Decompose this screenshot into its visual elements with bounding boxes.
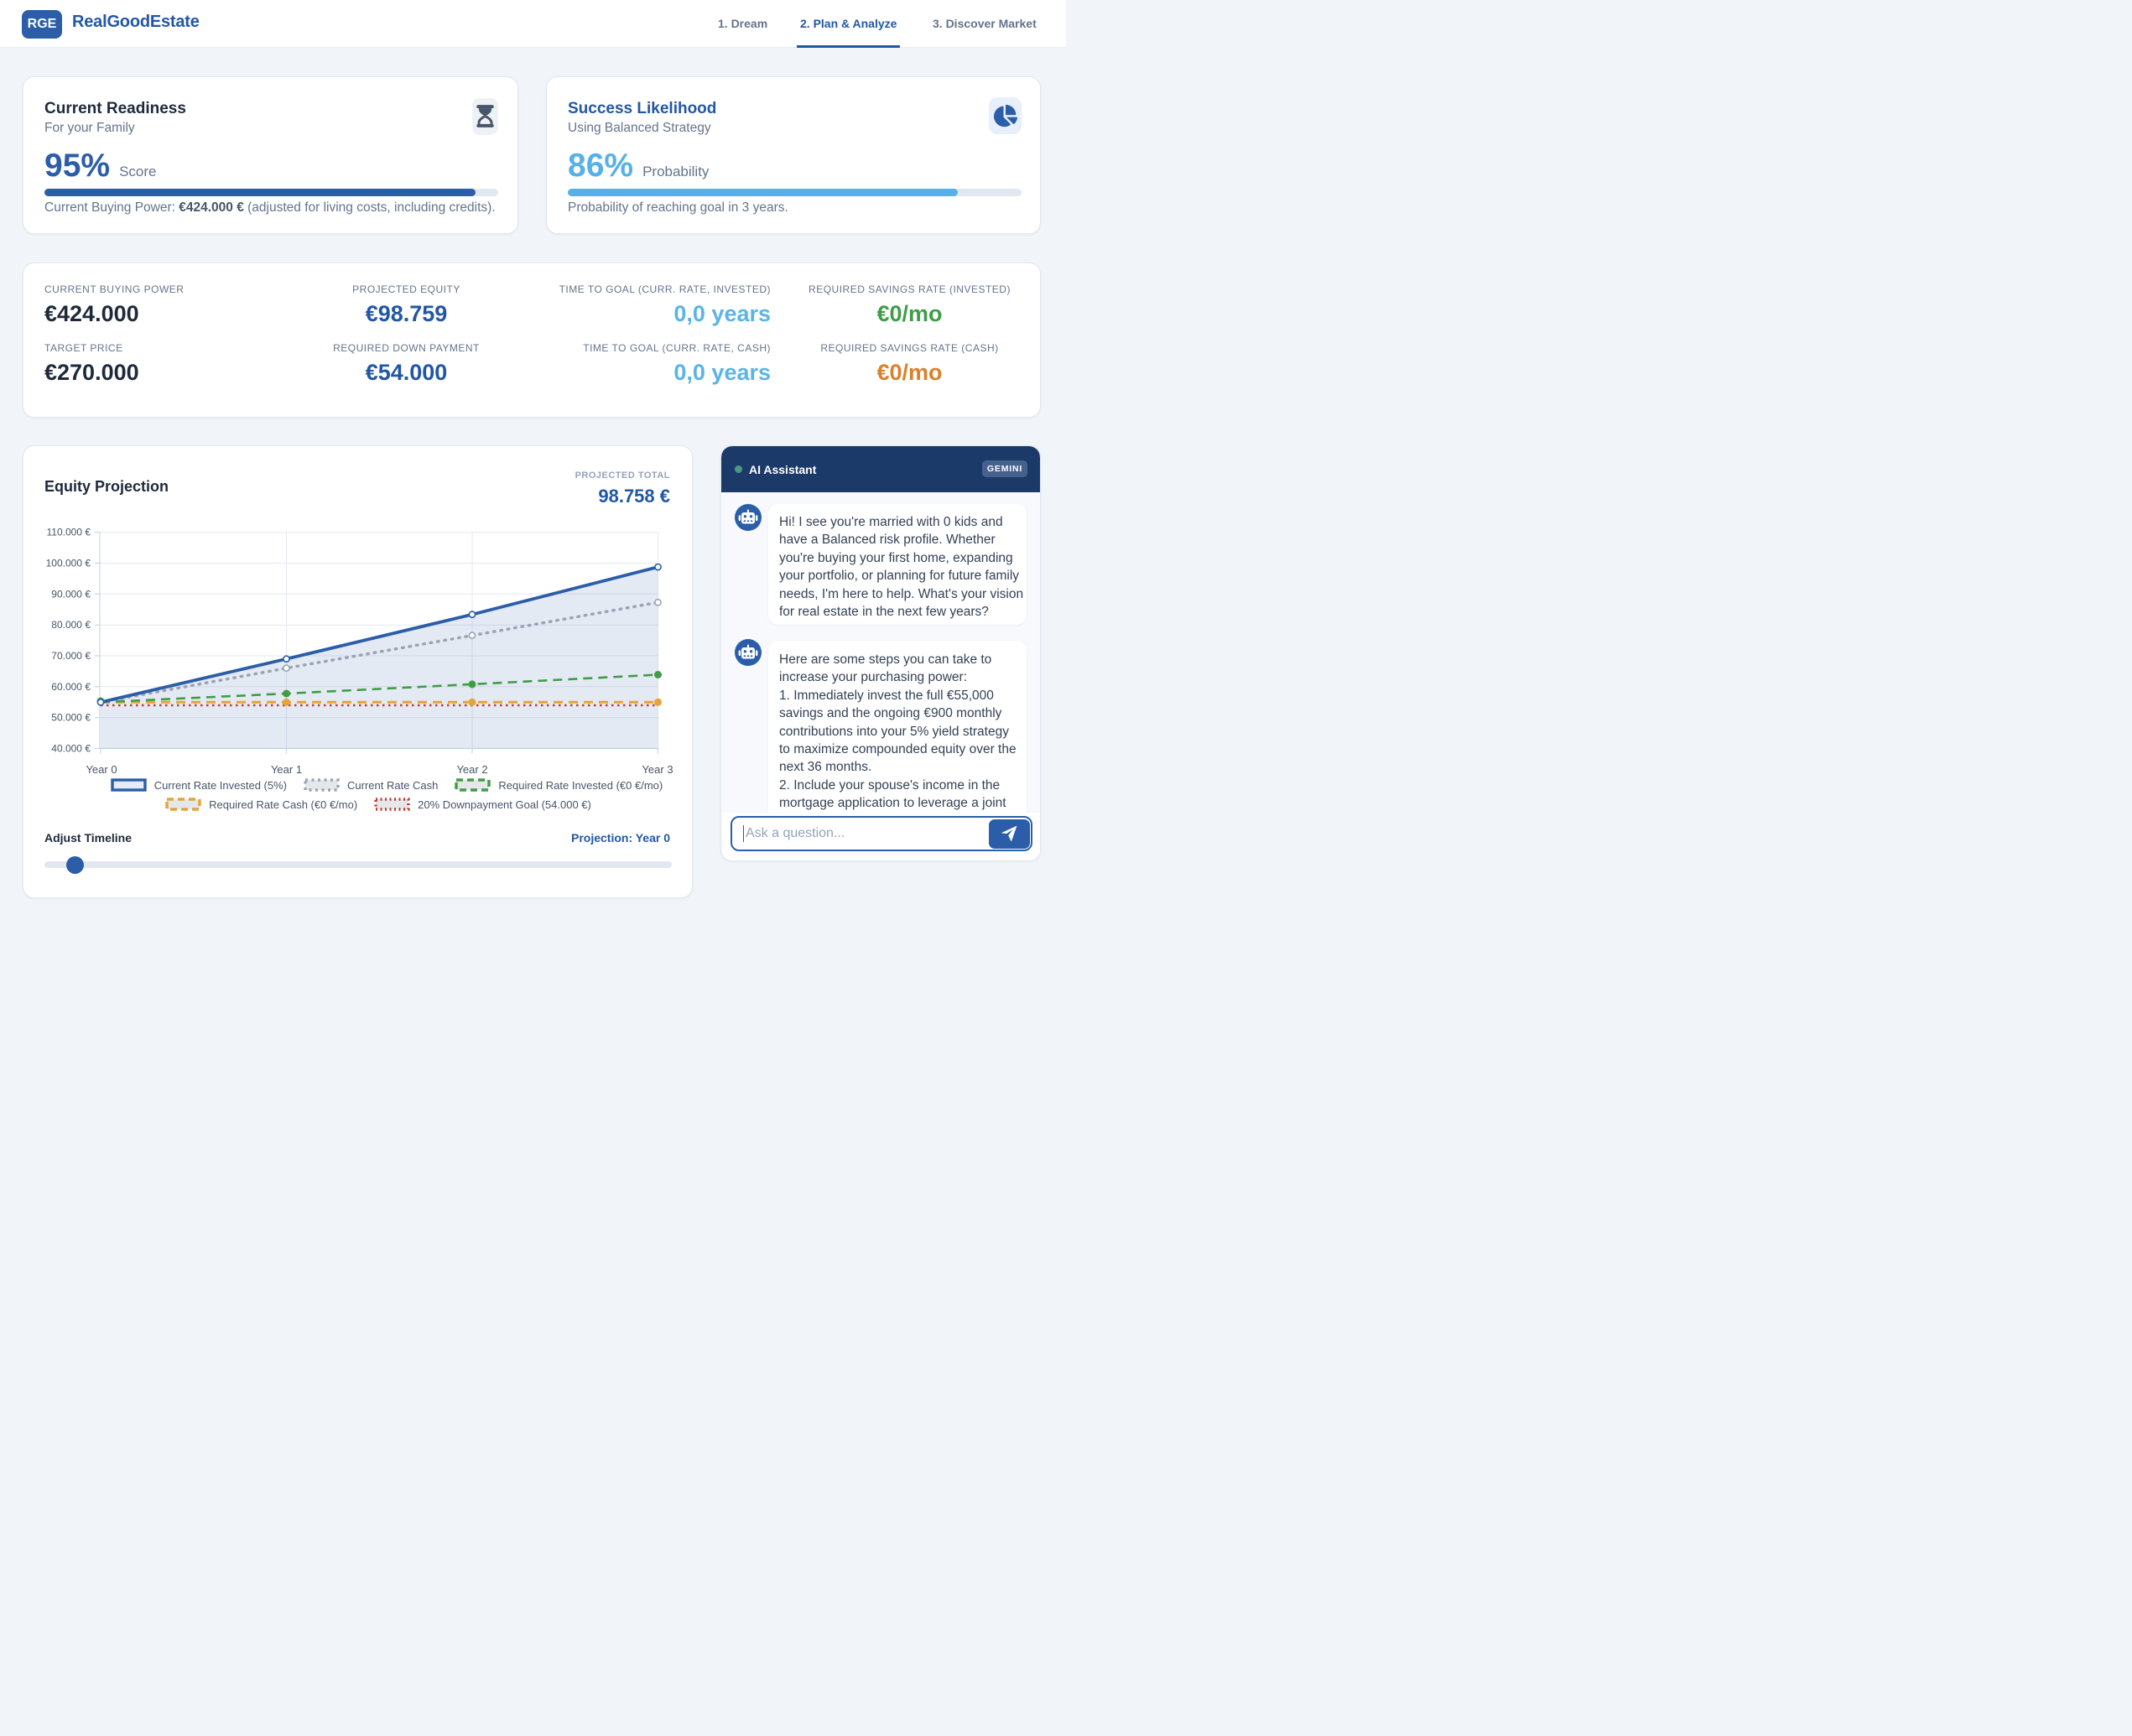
svg-text:40.000 €: 40.000 € bbox=[51, 743, 91, 755]
svg-text:70.000 €: 70.000 € bbox=[51, 650, 91, 662]
svg-text:100.000 €: 100.000 € bbox=[46, 558, 91, 569]
svg-text:Year 0: Year 0 bbox=[86, 763, 117, 776]
svg-text:80.000 €: 80.000 € bbox=[51, 619, 91, 631]
svg-text:50.000 €: 50.000 € bbox=[51, 712, 91, 724]
svg-text:60.000 €: 60.000 € bbox=[51, 681, 91, 693]
svg-text:Year 1: Year 1 bbox=[271, 763, 302, 776]
svg-text:Year 2: Year 2 bbox=[456, 763, 487, 776]
svg-text:90.000 €: 90.000 € bbox=[51, 588, 91, 600]
svg-text:110.000 €: 110.000 € bbox=[47, 527, 91, 538]
svg-text:Year 3: Year 3 bbox=[642, 763, 673, 776]
